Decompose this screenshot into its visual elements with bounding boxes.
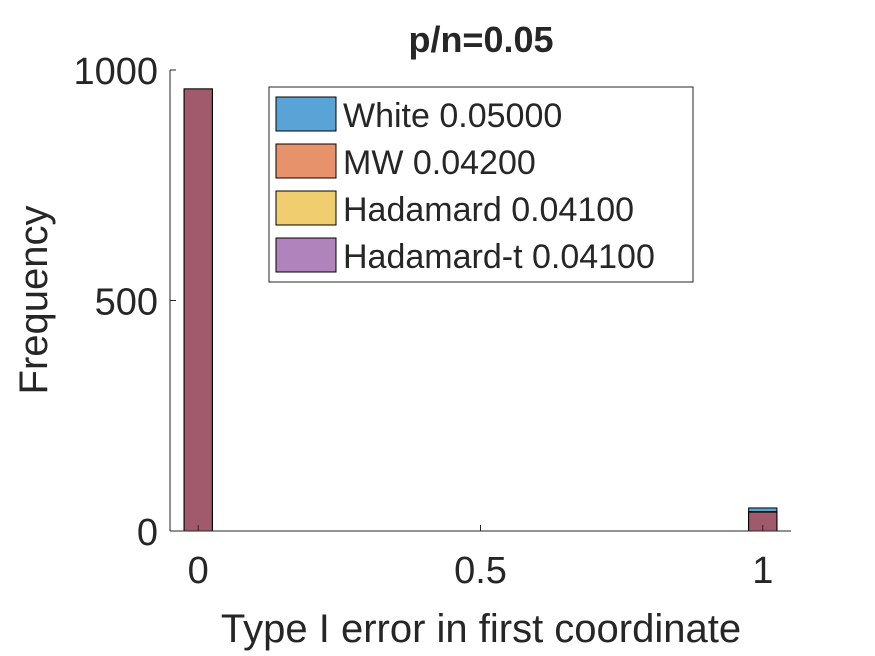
legend-label-hadamard: Hadamard 0.04100 bbox=[343, 191, 634, 229]
y-tick-label: 1000 bbox=[73, 51, 158, 93]
x-tick-label: 0.5 bbox=[454, 550, 507, 592]
y-axis-label: Frequency bbox=[12, 206, 56, 395]
legend-swatch-hadamard-t bbox=[275, 237, 337, 273]
legend-swatch-mw bbox=[275, 143, 337, 179]
legend-label-hadamard-t: Hadamard-t 0.04100 bbox=[343, 238, 655, 276]
legend-swatch-white bbox=[275, 96, 337, 132]
x-tick-label: 1 bbox=[752, 550, 773, 592]
y-tick-label: 500 bbox=[95, 282, 158, 324]
bar-hadamard-t-0 bbox=[183, 88, 213, 532]
legend-box bbox=[268, 86, 694, 283]
x-axis-label: Type I error in first coordinate bbox=[221, 607, 741, 651]
legend-label-mw: MW 0.04200 bbox=[343, 144, 536, 182]
x-tick-label: 0 bbox=[188, 550, 209, 592]
chart-title: p/n=0.05 bbox=[408, 19, 553, 60]
y-tick-label: 0 bbox=[137, 512, 158, 554]
legend[interactable]: White 0.05000 MW 0.04200 Hadamard 0.04100 H… bbox=[268, 86, 694, 283]
ticks: 0 500 1000 0 0.5 1 bbox=[73, 51, 773, 592]
legend-swatch-hadamard bbox=[275, 190, 337, 226]
legend-label-white: White 0.05000 bbox=[343, 97, 562, 135]
bars-group bbox=[183, 88, 778, 532]
